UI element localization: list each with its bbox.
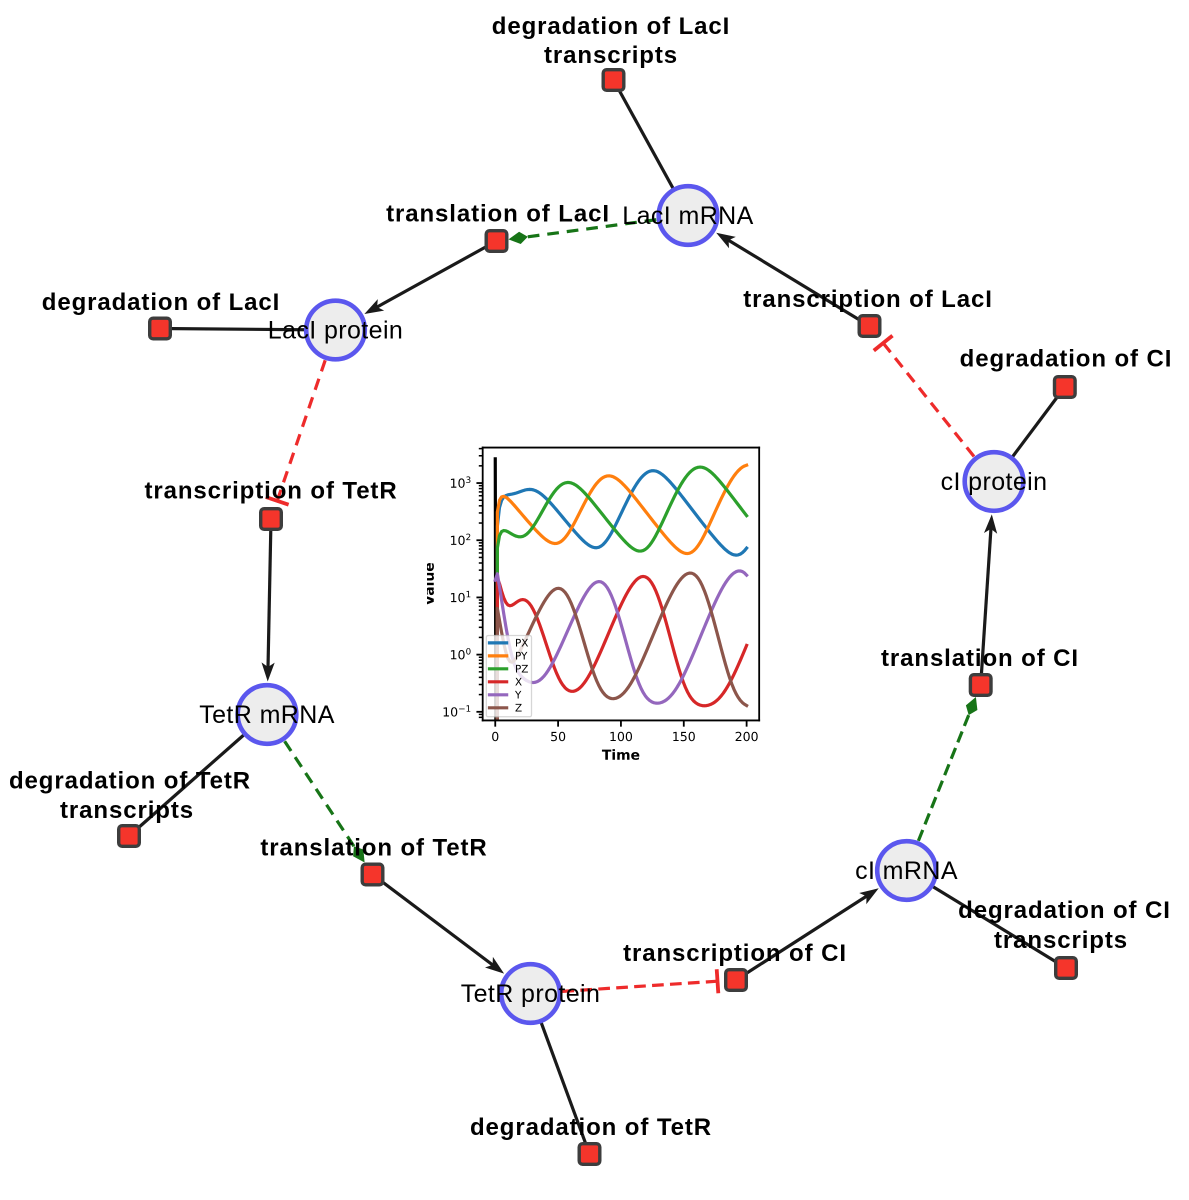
svg-text:degradation of CI: degradation of CI — [960, 345, 1173, 372]
svg-text:degradation of TetR: degradation of TetR — [9, 768, 251, 795]
svg-text:TetR protein: TetR protein — [461, 980, 601, 1008]
svg-text:degradation of LacI: degradation of LacI — [42, 289, 280, 316]
svg-text:LacI mRNA: LacI mRNA — [622, 202, 753, 230]
svg-text:transcripts: transcripts — [60, 797, 194, 824]
svg-text:transcripts: transcripts — [544, 42, 678, 69]
svg-text:transcription of CI: transcription of CI — [623, 940, 847, 967]
svg-text:TetR mRNA: TetR mRNA — [199, 701, 335, 729]
svg-text:degradation of LacI: degradation of LacI — [492, 13, 730, 40]
svg-text:degradation of CI: degradation of CI — [958, 897, 1171, 924]
svg-text:translation of TetR: translation of TetR — [260, 835, 487, 862]
svg-text:translation of LacI: translation of LacI — [386, 201, 610, 228]
svg-text:transcription of TetR: transcription of TetR — [144, 478, 397, 505]
svg-text:transcripts: transcripts — [994, 927, 1128, 954]
svg-text:degradation of TetR: degradation of TetR — [470, 1114, 712, 1141]
svg-text:cI mRNA: cI mRNA — [855, 857, 958, 885]
svg-text:translation of CI: translation of CI — [881, 645, 1079, 672]
svg-text:LacI protein: LacI protein — [268, 317, 403, 345]
svg-text:cI protein: cI protein — [941, 468, 1048, 496]
svg-text:transcription of LacI: transcription of LacI — [743, 286, 993, 313]
